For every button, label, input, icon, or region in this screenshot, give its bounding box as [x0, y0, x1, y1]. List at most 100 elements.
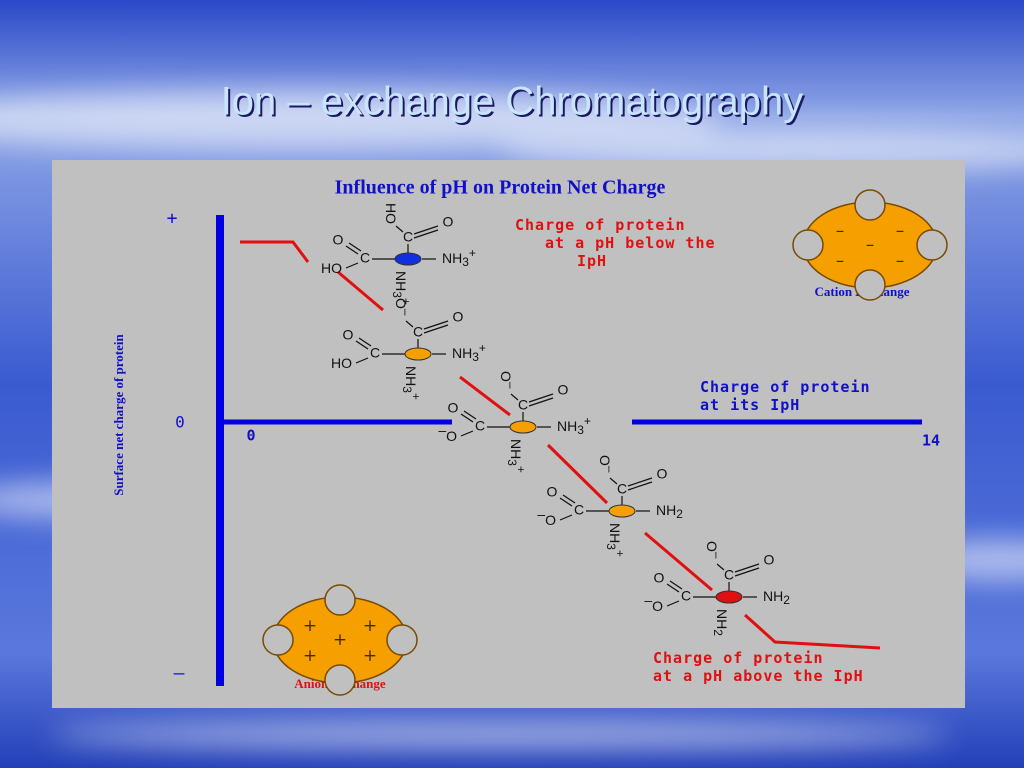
atom-part: NH [763, 588, 783, 604]
note: Charge of protein [515, 216, 686, 234]
atom-part: HO [321, 260, 342, 276]
atom-label: –O [438, 422, 457, 444]
exchanger-bead: + + + + + [262, 584, 418, 696]
bead-pocket [386, 624, 418, 656]
protein-center [394, 252, 422, 266]
atom-label: O [657, 466, 668, 482]
atom-part: + [469, 246, 476, 260]
bond [413, 225, 439, 235]
bond [395, 225, 404, 233]
note: Charge of protein [653, 649, 824, 667]
atom-label: HO [383, 203, 399, 224]
atom-label: O– [498, 371, 518, 389]
y-axis-label: Surface net charge of protein [111, 333, 126, 495]
atom-label: O [343, 327, 354, 343]
bond [734, 563, 760, 573]
atom-part: O [446, 428, 457, 444]
atom-label: C [475, 418, 485, 434]
atom-part: – [710, 552, 724, 559]
atom-label: C [724, 567, 734, 583]
atom-label: C [370, 345, 380, 361]
atom-label: HO [331, 355, 352, 371]
atom-label: O [443, 214, 454, 230]
bead-charge: – [836, 221, 845, 241]
protein-center [404, 347, 432, 361]
bond [423, 320, 449, 330]
atom-label: O [453, 309, 464, 325]
atom-part: 3 [462, 255, 469, 269]
exchanger-bead: – – – – – [792, 189, 948, 301]
atom-label: C [681, 588, 691, 604]
atom-label: O [547, 484, 558, 500]
atom-part: 3 [505, 459, 519, 466]
bond [510, 393, 519, 401]
atom-label: O– [704, 541, 724, 559]
note: at a pH below the [545, 234, 716, 252]
bond [463, 410, 477, 420]
bond [460, 430, 474, 437]
atom-part: + [479, 341, 486, 355]
bond [348, 242, 362, 252]
note: IpH [577, 252, 607, 270]
bond [355, 357, 369, 364]
atom-label: NH3+ [557, 414, 591, 437]
bond [358, 337, 372, 347]
atom-label: NH3+ [604, 523, 627, 557]
atom-part: 3 [472, 350, 479, 364]
bead-pocket [854, 269, 886, 301]
atom-label: C [574, 502, 584, 518]
atom-label: O [558, 382, 569, 398]
atom-label: O [764, 552, 775, 568]
bond [345, 245, 359, 255]
atom-label: C [617, 481, 627, 497]
bond [423, 324, 449, 334]
atom-part: NH [557, 418, 577, 434]
bead-charge: – [896, 251, 905, 271]
atom-label: –O [537, 506, 556, 528]
bond [413, 229, 439, 239]
note: at a pH above the IpH [653, 667, 864, 685]
x-mark: 14 [922, 432, 940, 450]
bond [460, 413, 474, 423]
atom-label: O– [597, 455, 617, 473]
atom-part: 2 [711, 629, 725, 636]
bead-pocket [262, 624, 294, 656]
atom-part: O [545, 512, 556, 528]
atom-label: NH2 [763, 588, 790, 607]
bond [559, 514, 573, 521]
atom-label: C [518, 397, 528, 413]
bond [734, 567, 760, 577]
diagram-title: Influence of pH on Protein Net Charge [335, 177, 666, 199]
bond [405, 320, 414, 328]
bond [609, 477, 618, 485]
bead-pocket [916, 229, 948, 261]
atom-label: NH3+ [442, 246, 476, 269]
bond [666, 600, 680, 607]
y-mark: + [167, 208, 178, 229]
atom-part: + [613, 550, 627, 557]
protein-center [608, 504, 636, 518]
y-mark: 0 [175, 413, 185, 432]
atom-part: + [409, 393, 423, 400]
bead-pocket [324, 584, 356, 616]
atom-part: O [498, 371, 514, 382]
atom-part: – [644, 592, 652, 608]
bond [355, 340, 369, 350]
atom-part: 2 [676, 507, 683, 521]
atom-label: HO [321, 260, 342, 276]
charge-curve [240, 240, 881, 650]
atom-label: O [333, 232, 344, 248]
atom-label: –O [644, 592, 663, 614]
atom-part: 2 [783, 593, 790, 607]
note: at its IpH [700, 396, 800, 414]
protein-center [509, 420, 537, 434]
atom-label: NH3+ [400, 366, 423, 400]
slide-title: Ion – exchange Chromatography [221, 80, 804, 124]
atom-part: 3 [390, 291, 404, 298]
atom-part: 3 [577, 423, 584, 437]
atom-part: NH [714, 609, 730, 629]
bond [669, 580, 683, 590]
